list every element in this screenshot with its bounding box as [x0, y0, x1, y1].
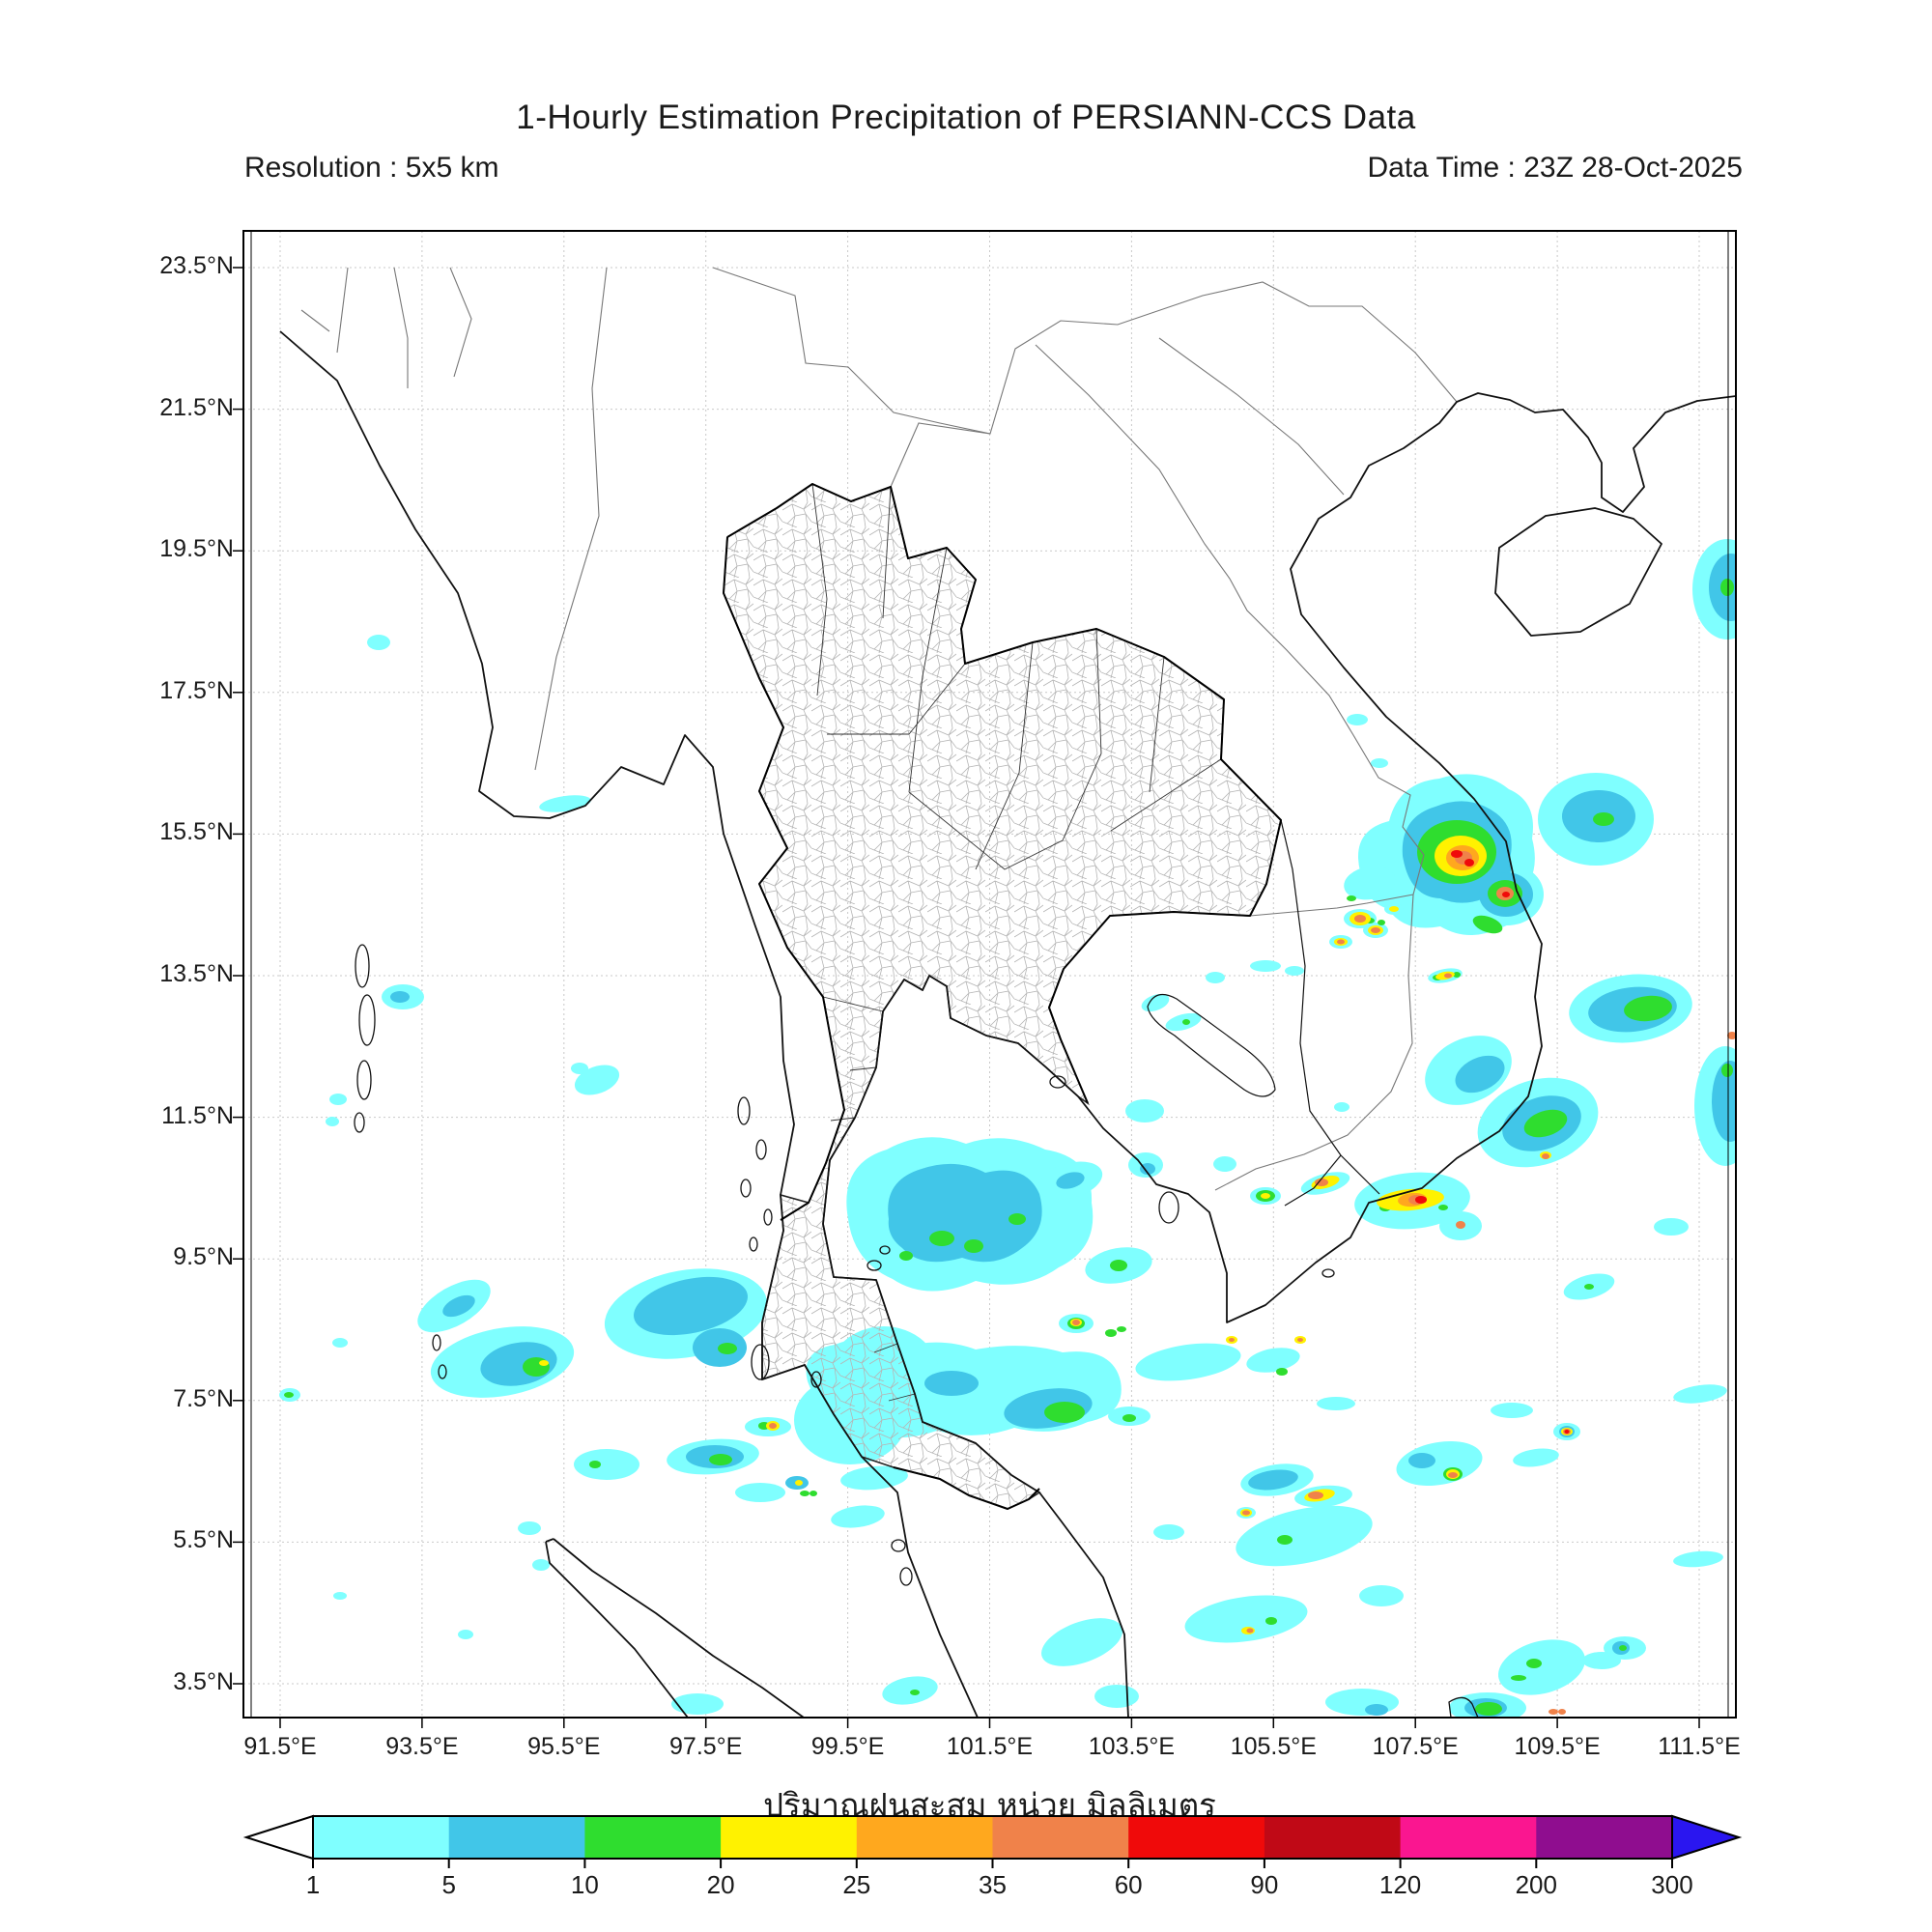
colorbar-tick-label: 60: [1114, 1870, 1143, 1899]
colorbar-tick-label: 120: [1378, 1870, 1422, 1899]
lat-tick-label: 5.5°N: [173, 1526, 234, 1554]
map-frame: [233, 230, 1737, 1728]
colorbar-tick-label: 5: [441, 1870, 456, 1899]
lon-tick-label: 93.5°E: [385, 1733, 459, 1760]
lon-tick-label: 105.5°E: [1230, 1733, 1317, 1760]
lat-tick-label: 17.5°N: [159, 676, 234, 704]
lon-tick-label: 111.5°E: [1658, 1733, 1741, 1760]
colorbar-tick-label: 10: [570, 1870, 599, 1899]
precip-#F00A0A: [1415, 850, 1570, 1434]
colorbar-tick-label: 200: [1515, 1870, 1557, 1899]
lat-tick-label: 13.5°N: [159, 960, 234, 987]
colorbar-tick-label: 20: [706, 1870, 735, 1899]
colorbar-segments: [313, 1816, 1673, 1859]
lat-tick-label: 9.5°N: [173, 1243, 234, 1271]
resolution-label: Resolution : 5x5 km: [244, 152, 499, 184]
lon-tick-label: 97.5°E: [669, 1733, 743, 1760]
lat-tick-label: 7.5°N: [173, 1384, 234, 1412]
colorbar-right-arrow: [1671, 1814, 1743, 1861]
colorbar-tick-label: 1: [305, 1870, 321, 1899]
lon-tick-label: 109.5°E: [1514, 1733, 1601, 1760]
graticule-gridlines: [243, 231, 1736, 1718]
colorbar-tick-label: 90: [1250, 1870, 1279, 1899]
thailand-border: [723, 483, 1282, 1510]
lat-tick-label: 21.5°N: [159, 393, 234, 421]
lon-tick-label: 101.5°E: [946, 1733, 1034, 1760]
data-time-label: Data Time : 23Z 28-Oct-2025: [1367, 152, 1743, 184]
lat-tick-label: 3.5°N: [173, 1668, 234, 1695]
lon-tick-label: 99.5°E: [810, 1733, 885, 1760]
lon-tick-label: 91.5°E: [243, 1733, 317, 1760]
lat-tick-label: 11.5°N: [161, 1101, 234, 1129]
colorbar-left-arrow: [242, 1814, 314, 1861]
islands: [354, 944, 1479, 1718]
colorbar-tick-label: 300: [1651, 1870, 1693, 1899]
lon-tick-label: 103.5°E: [1088, 1733, 1175, 1760]
coastlines: [279, 330, 1736, 1718]
lat-tick-label: 19.5°N: [159, 535, 234, 563]
colorbar-tick-label: 35: [979, 1870, 1007, 1899]
colorbar-tick-label: 25: [842, 1870, 871, 1899]
lon-tick-label: 95.5°E: [527, 1733, 601, 1760]
colorbar-tick-marks: [312, 1859, 1673, 1868]
lat-tick-label: 15.5°N: [159, 818, 234, 846]
lat-tick-label: 23.5°N: [159, 252, 234, 279]
country-borders: [300, 267, 1458, 1191]
precipitation-layer: [279, 539, 1736, 1718]
lon-tick-label: 107.5°E: [1372, 1733, 1459, 1760]
page-title: 1-Hourly Estimation Precipitation of PER…: [516, 99, 1416, 136]
precip-#2FDD2F: [284, 579, 1734, 1716]
